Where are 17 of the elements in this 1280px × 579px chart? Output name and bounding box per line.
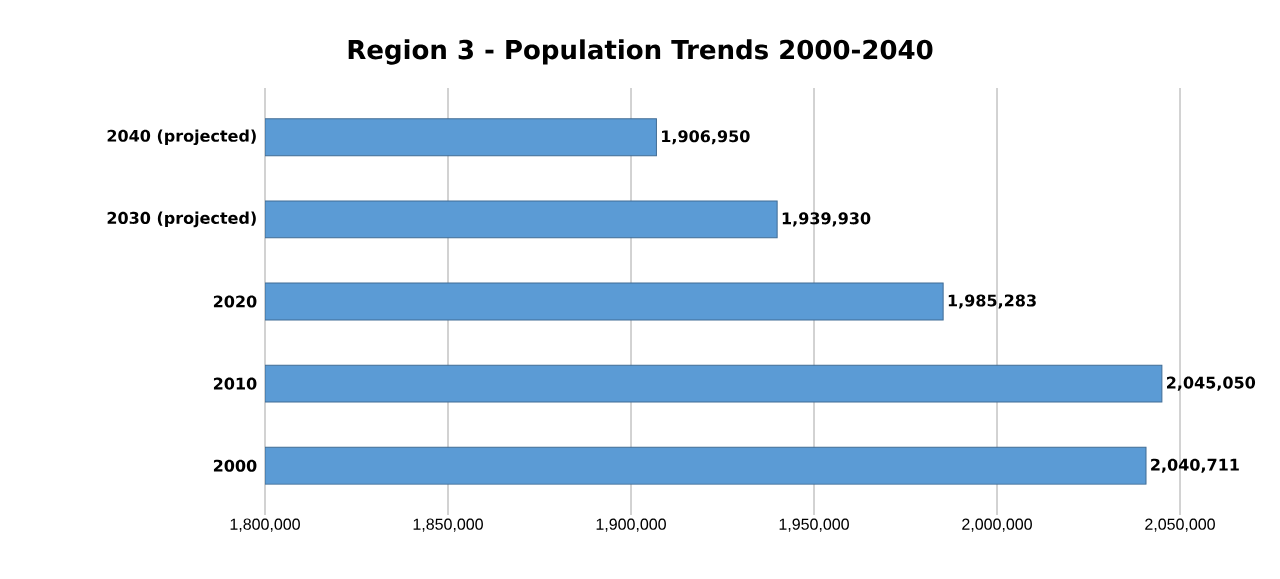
x-tick-label: 1,800,000 xyxy=(230,518,300,532)
y-tick-label: 2030 (projected) xyxy=(107,211,256,228)
y-tick-label: 2040 (projected) xyxy=(107,129,256,146)
data-label: 2,040,711 xyxy=(1151,458,1239,473)
x-tick-label: 1,900,000 xyxy=(596,518,666,532)
y-tick-label: 2020 xyxy=(213,295,257,308)
data-label: 1,985,283 xyxy=(948,294,1036,309)
data-label: 2,045,050 xyxy=(1166,376,1256,391)
x-tick-label: 1,850,000 xyxy=(413,518,483,532)
x-tick-label: 2,050,000 xyxy=(1145,518,1215,532)
x-tick-label: 1,950,000 xyxy=(779,518,849,532)
data-label: 1,906,950 xyxy=(662,130,750,145)
y-tick-label: 2000 xyxy=(213,459,257,472)
data-label: 1,939,930 xyxy=(782,212,871,227)
chart-title: Region 3 - Population Trends 2000-2040 xyxy=(348,39,933,65)
x-tick-label: 2,000,000 xyxy=(962,518,1032,532)
y-tick-label: 2010 xyxy=(213,377,257,390)
